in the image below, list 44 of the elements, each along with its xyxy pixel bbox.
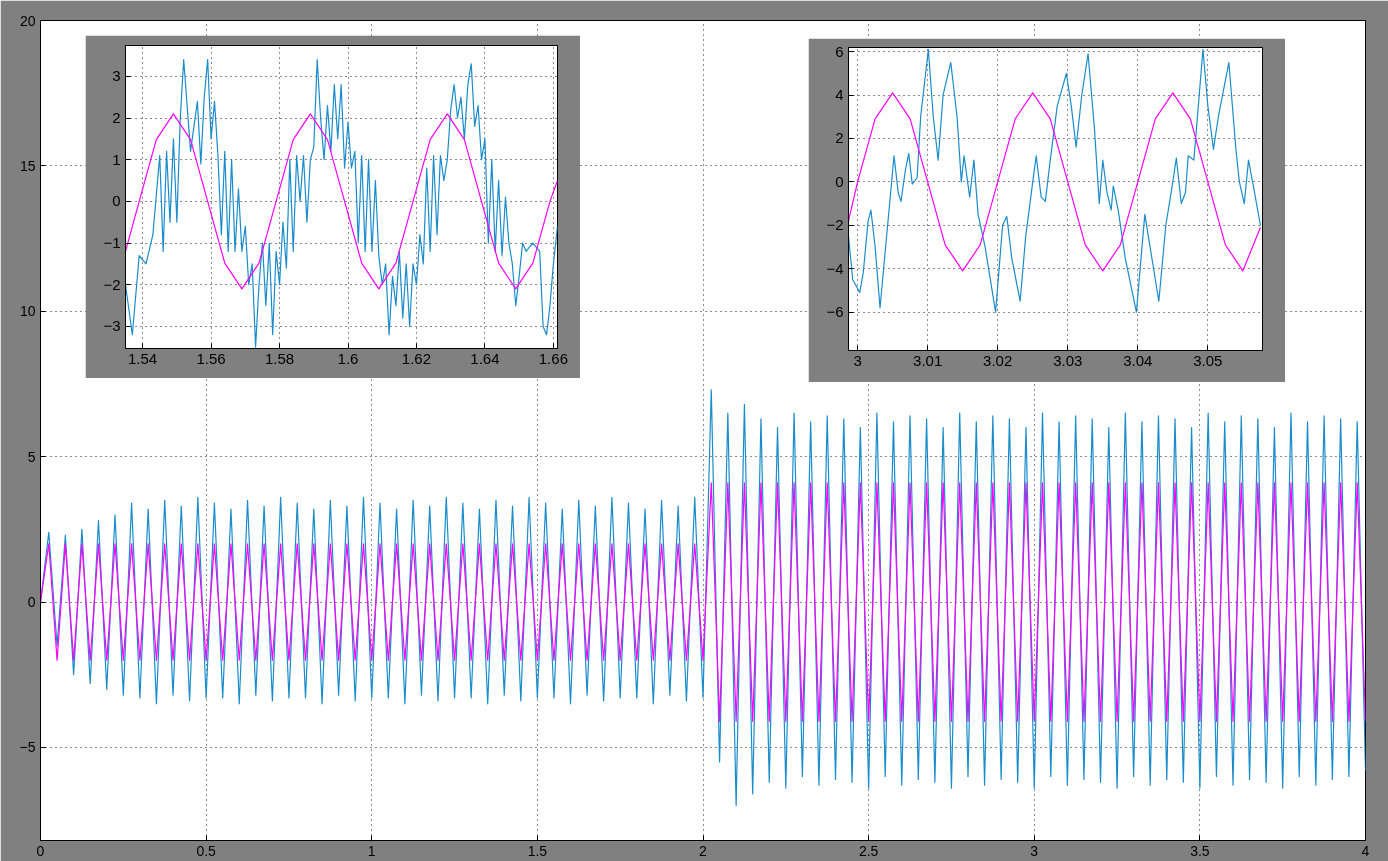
y-tick-label: −4 [826,259,844,277]
y-tick-label: −3 [103,317,121,335]
x-tick-label: 4 [1361,842,1370,859]
y-tick-label: 5 [27,448,36,465]
x-tick-label: 3.03 [1053,351,1083,369]
y-tick-label: 15 [19,157,36,174]
x-tick-label: 1.66 [538,349,568,367]
x-tick-label: 0.5 [196,842,217,859]
y-tick-label: 6 [835,42,844,60]
y-tick-label: 0 [835,172,844,190]
line-series [125,113,558,290]
y-tick-label: 20 [19,12,36,29]
y-tick-label: 2 [112,109,121,127]
x-tick-label: 3.5 [1190,842,1210,859]
x-tick-label: 1.62 [401,349,432,367]
x-tick-label: 1.54 [128,349,158,367]
x-tick-label: 1.56 [196,349,226,367]
y-tick-label: −2 [826,216,844,234]
y-tick-label: 10 [19,303,36,320]
x-tick-label: 3.05 [1193,351,1223,369]
line-series [848,92,1261,272]
x-tick-label: 1 [367,842,376,859]
x-tick-label: 1.5 [527,842,548,859]
x-tick-label: 3.04 [1123,351,1153,369]
x-tick-label: 3 [1030,842,1039,859]
y-tick-label: −2 [103,275,121,293]
line-series [40,482,1366,722]
x-tick-label: 2.5 [858,842,879,859]
y-tick-label: 0 [112,192,121,210]
x-tick-label: 1.6 [337,349,359,367]
x-tick-label: 1.58 [264,349,295,367]
x-tick-label: 3.01 [913,351,943,369]
x-tick-label: 3 [853,351,862,369]
y-tick-label: 2 [835,129,844,147]
y-tick-label: −5 [19,739,36,756]
y-tick-label: 1 [112,150,121,168]
y-tick-label: −1 [103,234,121,252]
x-tick-label: 3.02 [983,351,1013,369]
y-tick-label: 3 [112,67,121,85]
y-tick-label: −6 [826,303,844,321]
x-tick-label: 2 [699,842,708,859]
y-tick-label: 4 [835,86,844,104]
y-tick-label: 0 [27,594,36,611]
x-tick-label: 1.64 [470,349,500,367]
